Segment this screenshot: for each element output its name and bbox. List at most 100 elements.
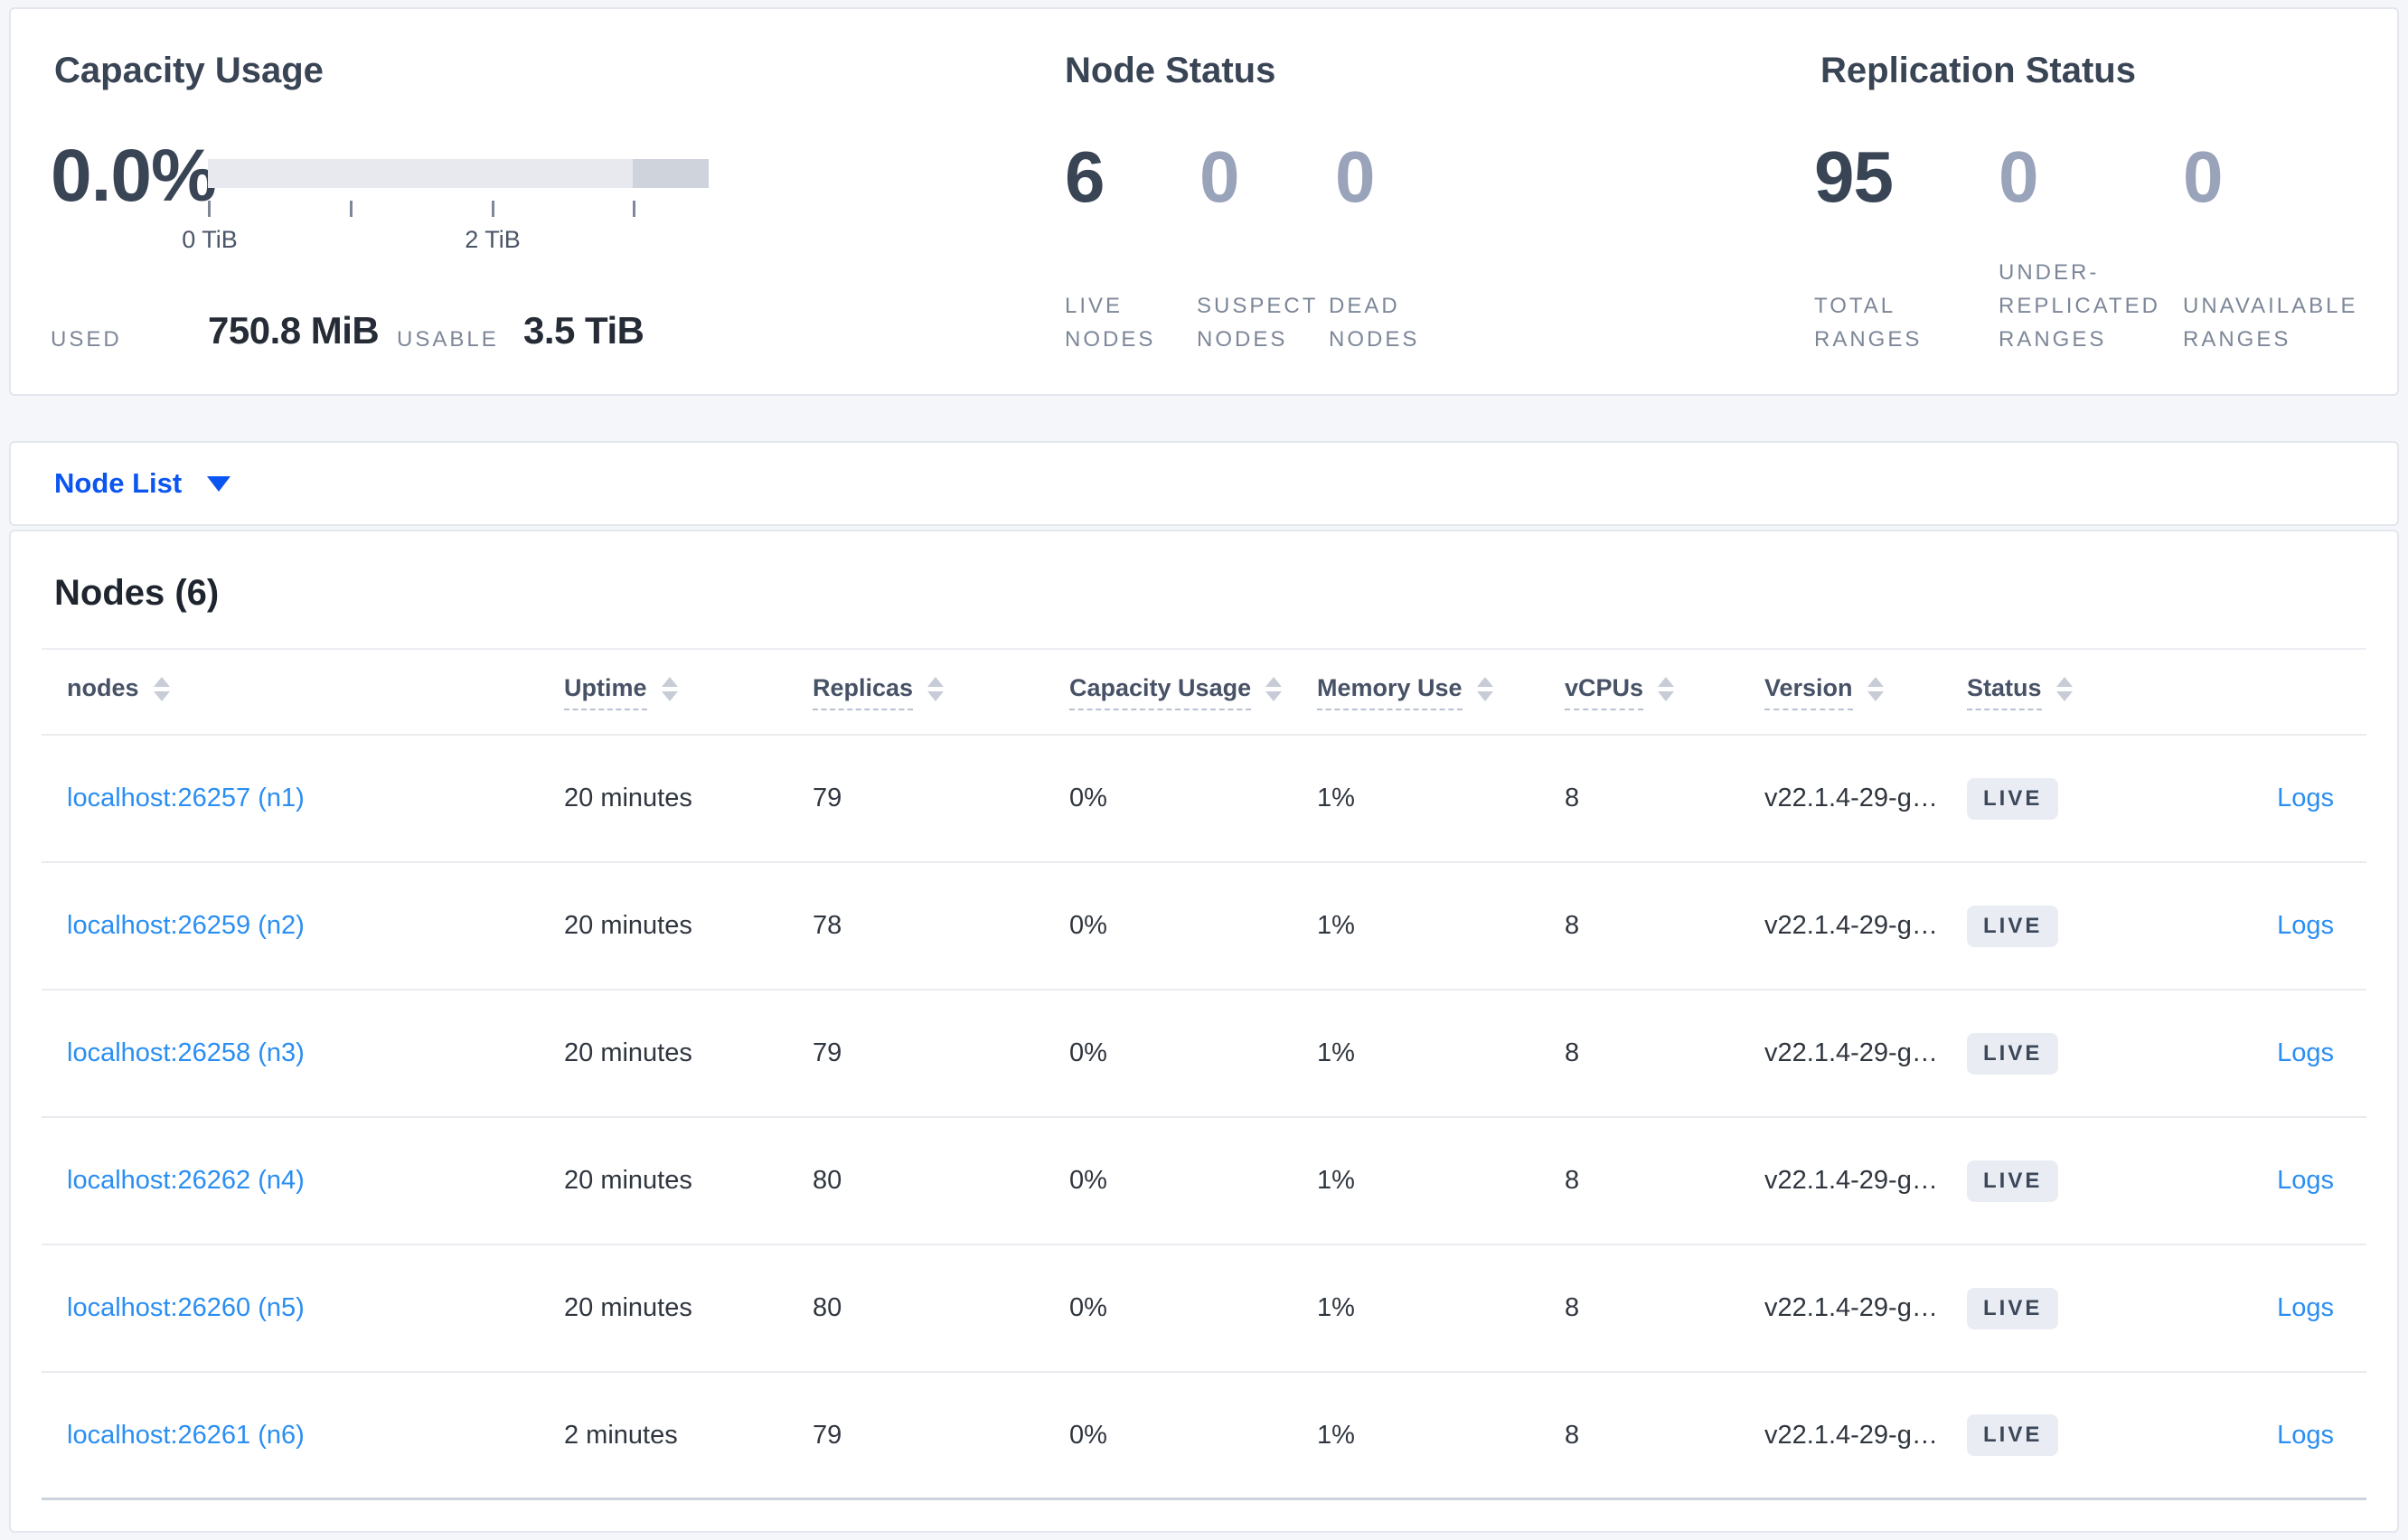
under-replicated-count: 0 (1999, 136, 2038, 217)
memory-use-cell: 1% (1317, 911, 1355, 940)
nodes-table-card: Nodes (6) nodes Uptime Replicas Capacity… (9, 530, 2399, 1533)
logs-link[interactable]: Logs (2277, 1166, 2334, 1195)
under-replicated-label: UNDER- REPLICATED RANGES (1999, 260, 2160, 352)
status-badge: LIVE (1967, 1160, 2059, 1202)
uptime-cell: 20 minutes (564, 1166, 692, 1195)
column-header-label: Version (1764, 673, 1853, 710)
nodes-section-title: Nodes (6) (54, 573, 220, 613)
node-link[interactable]: localhost:26260 (n5) (67, 1293, 305, 1322)
status-badge: LIVE (1967, 777, 2059, 820)
column-header[interactable]: Memory Use (1317, 673, 1565, 710)
status-badge: LIVE (1967, 1032, 2059, 1075)
axis-tick (633, 201, 635, 217)
sort-icon (2055, 676, 2073, 701)
capacity-usage-cell: 0% (1069, 1166, 1107, 1195)
column-header[interactable]: Status (1967, 673, 2189, 710)
node-link[interactable]: localhost:26262 (n4) (67, 1166, 305, 1195)
vcpus-cell: 8 (1565, 1166, 1580, 1195)
used-label: USED (51, 327, 122, 352)
sort-icon (1658, 676, 1675, 701)
table-row: localhost:26259 (n2) 20 minutes 78 0% 1%… (42, 863, 2366, 991)
unavailable-count: 0 (2183, 136, 2223, 217)
column-header[interactable]: Capacity Usage (1069, 673, 1317, 710)
column-header-label: Uptime (564, 673, 647, 710)
column-header-label: Status (1967, 673, 2042, 710)
nodes-table: nodes Uptime Replicas Capacity Usage Mem… (42, 648, 2366, 1500)
sort-icon (1867, 676, 1884, 701)
replication-status-title: Replication Status (1820, 51, 2136, 90)
node-link[interactable]: localhost:26259 (n2) (67, 911, 305, 940)
capacity-percent: 0.0% (51, 135, 217, 217)
status-badge: LIVE (1967, 1414, 2059, 1456)
column-header[interactable]: Replicas (813, 673, 1069, 710)
logs-link[interactable]: Logs (2277, 911, 2334, 940)
version-cell: v22.1.4-29-g… (1764, 1038, 1938, 1067)
axis-tick (350, 201, 353, 217)
column-header[interactable]: vCPUs (1565, 673, 1764, 710)
capacity-usage-cell: 0% (1069, 911, 1107, 940)
suspect-nodes-label: SUSPECT NODES (1197, 294, 1319, 352)
usable-value: 3.5 TiB (523, 309, 644, 352)
table-header-row: nodes Uptime Replicas Capacity Usage Mem… (42, 648, 2366, 736)
uptime-cell: 2 minutes (564, 1420, 678, 1450)
version-cell: v22.1.4-29-g… (1764, 784, 1938, 812)
used-value: 750.8 MiB (208, 309, 380, 352)
memory-use-cell: 1% (1317, 1038, 1355, 1067)
version-cell: v22.1.4-29-g… (1764, 1420, 1938, 1450)
table-row: localhost:26261 (n6) 2 minutes 79 0% 1% … (42, 1373, 2366, 1500)
table-row: localhost:26258 (n3) 20 minutes 79 0% 1%… (42, 991, 2366, 1118)
logs-link[interactable]: Logs (2277, 1038, 2334, 1067)
table-row: localhost:26262 (n4) 20 minutes 80 0% 1%… (42, 1118, 2366, 1245)
column-header[interactable]: nodes (42, 673, 564, 709)
column-header[interactable]: Uptime (564, 673, 813, 710)
logs-link[interactable]: Logs (2277, 1293, 2334, 1322)
vcpus-cell: 8 (1565, 1420, 1580, 1450)
view-selector-card: Node List (9, 441, 2399, 526)
column-header-label: vCPUs (1565, 673, 1644, 710)
vcpus-cell: 8 (1565, 911, 1580, 940)
replicas-cell: 79 (813, 784, 842, 812)
memory-use-cell: 1% (1317, 1293, 1355, 1322)
memory-use-cell: 1% (1317, 784, 1355, 812)
axis-tick (492, 201, 494, 217)
total-ranges-label: TOTAL RANGES (1814, 294, 1923, 352)
sort-icon (153, 676, 170, 701)
live-nodes-label: LIVE NODES (1065, 294, 1156, 352)
sort-icon (1265, 676, 1283, 701)
memory-use-cell: 1% (1317, 1420, 1355, 1450)
axis-tick-label: 0 TiB (182, 226, 238, 253)
logs-link[interactable]: Logs (2277, 784, 2334, 812)
node-status-title: Node Status (1065, 51, 1276, 90)
unavailable-label: UNAVAILABLE RANGES (2183, 294, 2358, 352)
logs-link[interactable]: Logs (2277, 1420, 2334, 1450)
uptime-cell: 20 minutes (564, 784, 692, 812)
table-row: localhost:26257 (n1) 20 minutes 79 0% 1%… (42, 736, 2366, 863)
vcpus-cell: 8 (1565, 1293, 1580, 1322)
node-link[interactable]: localhost:26258 (n3) (67, 1038, 305, 1067)
node-link[interactable]: localhost:26257 (n1) (67, 784, 305, 812)
uptime-cell: 20 minutes (564, 1293, 692, 1322)
view-selector-dropdown[interactable]: Node List (54, 443, 231, 524)
axis-tick-label: 2 TiB (465, 226, 521, 253)
vcpus-cell: 8 (1565, 1038, 1580, 1067)
vcpus-cell: 8 (1565, 784, 1580, 812)
version-cell: v22.1.4-29-g… (1764, 911, 1938, 940)
status-badge: LIVE (1967, 905, 2059, 947)
memory-use-cell: 1% (1317, 1166, 1355, 1195)
version-cell: v22.1.4-29-g… (1764, 1166, 1938, 1195)
version-cell: v22.1.4-29-g… (1764, 1293, 1938, 1322)
sort-icon (927, 676, 945, 701)
dead-nodes-count: 0 (1335, 136, 1375, 217)
dead-nodes-label: DEAD NODES (1329, 294, 1420, 352)
capacity-usage-cell: 0% (1069, 1420, 1107, 1450)
uptime-cell: 20 minutes (564, 1038, 692, 1067)
node-link[interactable]: localhost:26261 (n6) (67, 1420, 305, 1450)
replicas-cell: 79 (813, 1420, 842, 1450)
column-header[interactable]: Version (1764, 673, 1967, 710)
column-header-label: Memory Use (1317, 673, 1463, 710)
status-badge: LIVE (1967, 1287, 2059, 1329)
replicas-cell: 78 (813, 911, 842, 940)
column-header-label: Capacity Usage (1069, 673, 1252, 710)
usable-label: USABLE (397, 327, 499, 352)
axis-tick (208, 201, 211, 217)
